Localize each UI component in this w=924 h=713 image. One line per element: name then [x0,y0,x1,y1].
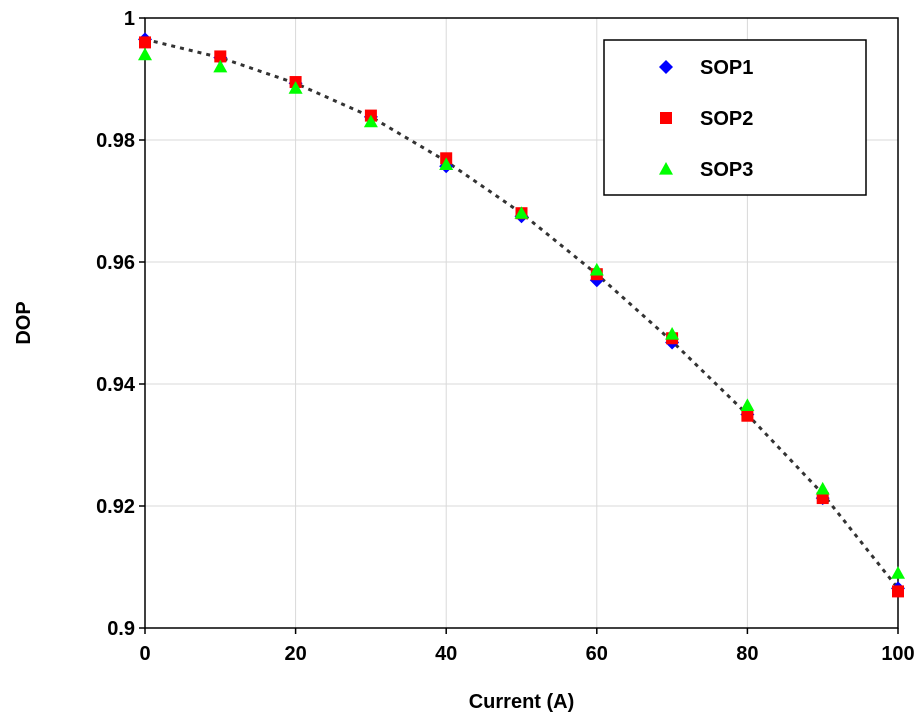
data-point-sop2 [139,36,151,49]
trend-line [144,37,900,590]
axis-ticks: 0 20 40 60 80 100 0.9 0.92 0.94 0.96 0.98 1 [96,8,915,665]
x-tick-label: 60 [586,643,608,665]
legend-marker-sop3 [659,162,673,175]
legend-marker-sop2 [660,112,672,124]
y-tick-label: 0.98 [96,130,135,152]
trend-line-path [144,37,900,590]
data-point-sop3 [439,157,454,170]
x-tick-label: 80 [736,643,758,665]
legend-label-sop3: SOP3 [700,159,753,181]
data-point-sop3 [213,59,228,73]
legend-item-sop2: SOP2 [660,108,753,130]
x-tick-label: 40 [435,643,457,665]
data-point-sop2 [892,585,904,598]
data-point-sop3 [514,206,529,219]
data-point-sop3 [891,566,905,579]
data-point-sop2 [214,50,227,63]
data-point-sop3 [665,326,680,340]
legend-label-sop2: SOP2 [700,108,753,130]
data-point-sop3 [288,81,303,94]
data-point-sop3 [589,262,604,276]
x-axis-label: Current (A) [469,691,575,713]
x-tick-label: 100 [881,643,914,665]
legend-marker-sop1 [659,60,673,74]
legend-item-sop3: SOP3 [659,159,753,181]
plot-area-frame [144,17,899,629]
legend-label-sop1: SOP1 [700,57,753,79]
data-points [138,32,905,598]
x-tick-label: 0 [139,643,150,665]
legend: SOP1 SOP2 SOP3 [603,39,867,196]
series-sop3 [138,47,905,579]
legend-box [603,39,867,196]
y-tick-label: 0.9 [107,618,135,640]
x-tick-label: 20 [284,643,306,665]
data-point-sop3 [138,47,152,61]
data-point-sop3 [363,114,378,128]
data-point-sop3 [815,481,830,495]
y-tick-label: 0.92 [96,496,135,518]
data-point-sop3 [740,398,755,411]
y-tick-label: 0.94 [96,374,136,396]
y-axis-label: DOP [13,301,35,344]
legend-item-sop1: SOP1 [659,57,753,79]
data-point-sop2 [741,409,754,422]
y-tick-label: 1 [124,8,135,30]
y-tick-label: 0.96 [96,252,135,274]
data-point-sop2 [816,492,829,505]
